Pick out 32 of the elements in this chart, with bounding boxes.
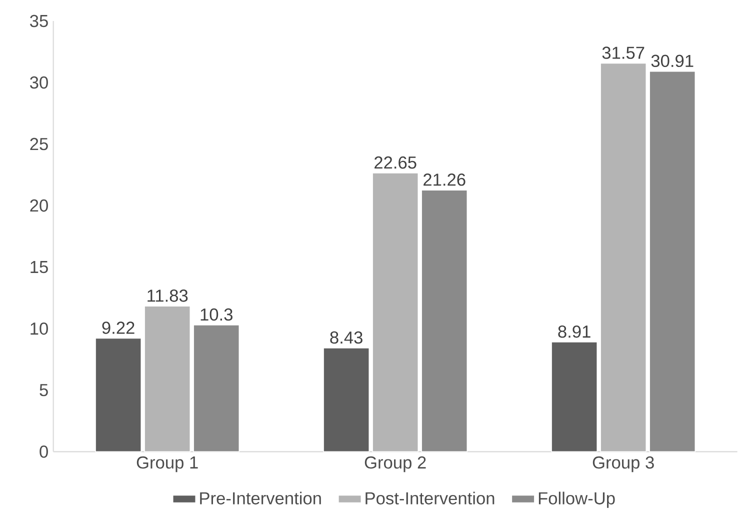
data-label: 30.91: [651, 54, 694, 68]
data-label: 8.91: [558, 325, 590, 338]
data-label: 8.43: [330, 331, 362, 344]
y-tick-label: 35: [30, 14, 48, 28]
bar: [649, 70, 696, 452]
bar: [372, 172, 419, 452]
bar: [193, 324, 240, 452]
bar: [144, 306, 191, 452]
legend-label: Follow-Up: [538, 492, 615, 508]
bar: [95, 338, 142, 452]
x-tick-label: Group 3: [592, 456, 654, 472]
y-tick-label: 25: [30, 138, 48, 150]
y-tick-label: 10: [30, 322, 48, 335]
legend-label: Post-Intervention: [366, 492, 494, 504]
y-tick-label: 30: [30, 76, 48, 89]
data-label: 9.22: [102, 322, 134, 334]
data-label: 11.83: [148, 290, 188, 302]
bar: [323, 348, 370, 452]
legend-label: Pre-Intervention: [200, 492, 321, 504]
bar: [421, 190, 468, 452]
data-label: 21.26: [424, 174, 466, 186]
bar: [551, 342, 598, 452]
y-tick-label: 5: [40, 384, 48, 396]
y-tick-label: 20: [30, 199, 48, 212]
x-tick-label: Group 1: [136, 456, 198, 472]
data-label: 31.57: [602, 46, 644, 59]
x-tick-label: Group 2: [364, 456, 426, 472]
data-label: 10.3: [200, 308, 232, 321]
y-tick-label: 0: [40, 446, 48, 458]
bar: [600, 62, 647, 452]
data-label: 22.65: [374, 156, 416, 169]
y-tick-label: 15: [30, 261, 48, 274]
